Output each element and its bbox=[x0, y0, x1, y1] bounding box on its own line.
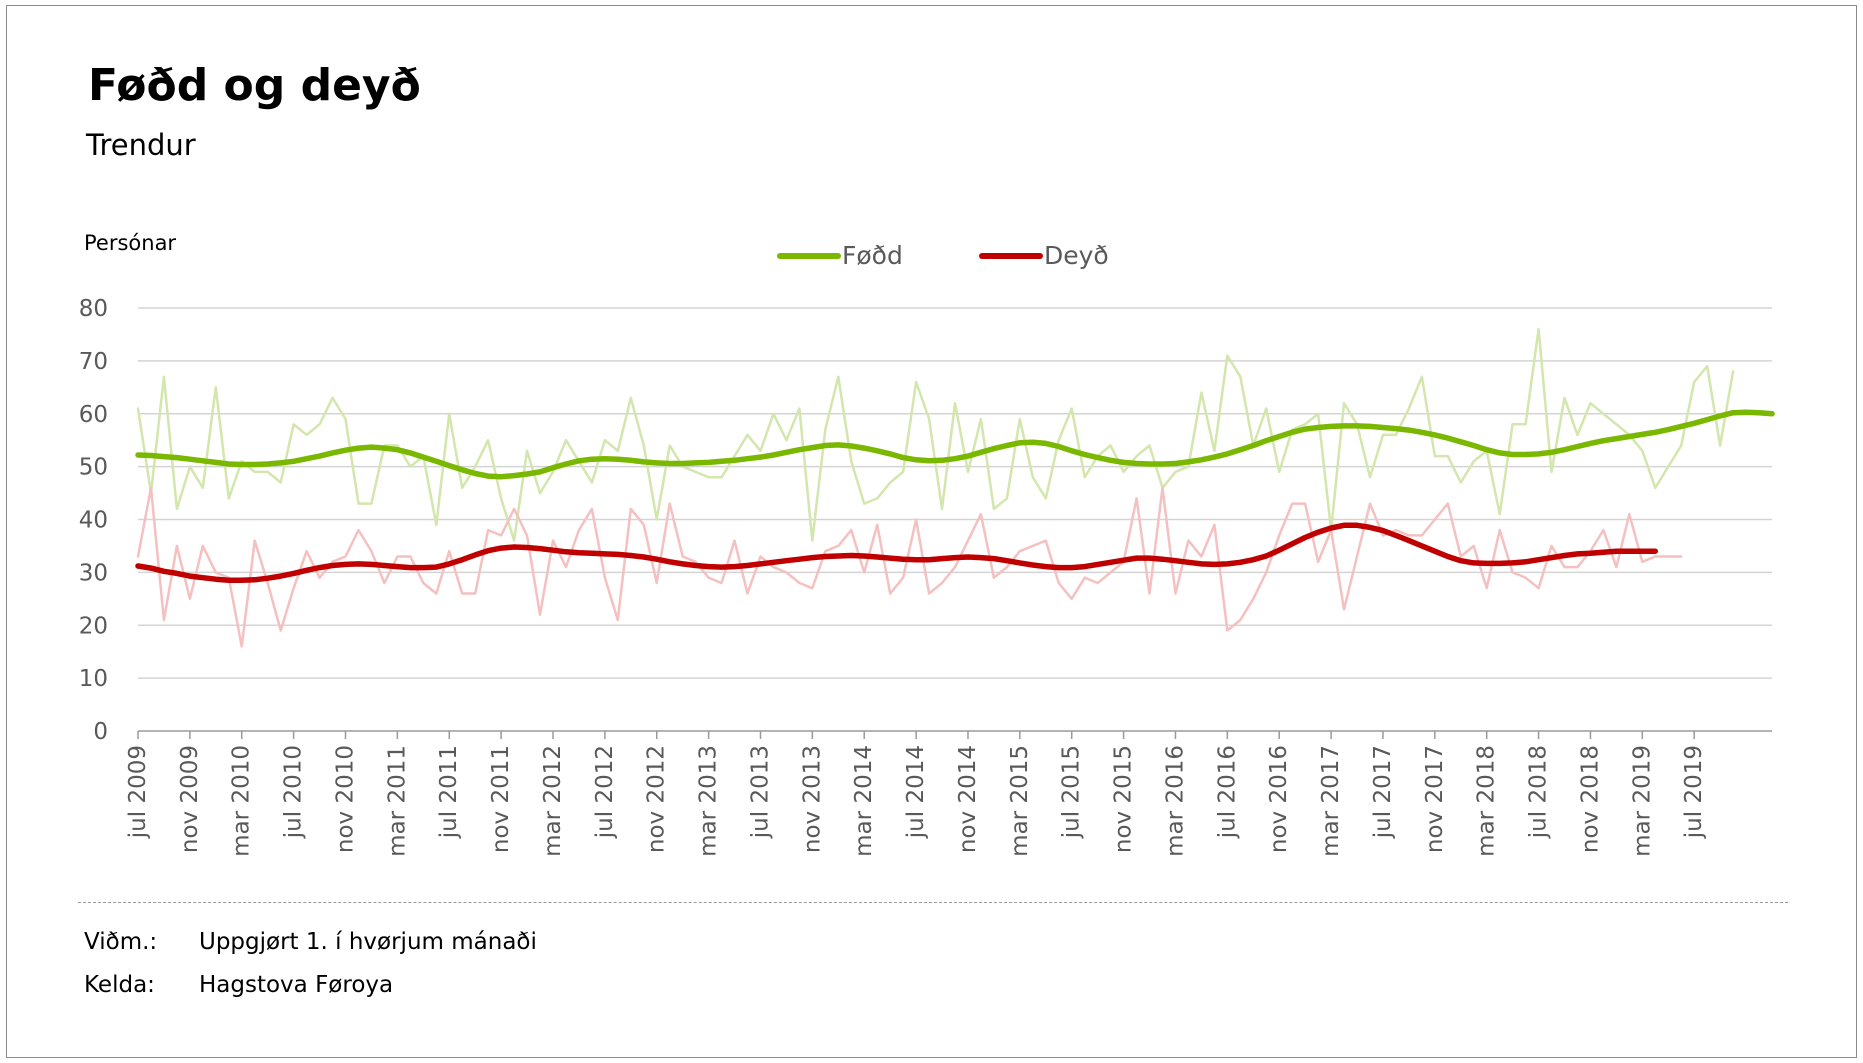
x-tick-label: jul 2015 bbox=[1059, 745, 1085, 839]
x-tick-label: nov 2011 bbox=[488, 745, 514, 853]
x-tick-label: mar 2017 bbox=[1318, 745, 1344, 857]
x-tick-label: mar 2019 bbox=[1629, 745, 1655, 857]
footer-divider bbox=[78, 902, 1788, 903]
y-tick-label: 0 bbox=[93, 719, 108, 745]
x-tick-label: mar 2010 bbox=[229, 745, 255, 857]
x-tick-label: jul 2014 bbox=[903, 745, 929, 839]
x-tick-label: nov 2015 bbox=[1111, 745, 1137, 853]
x-tick-label: mar 2012 bbox=[540, 745, 566, 857]
x-tick-label: nov 2018 bbox=[1577, 745, 1603, 853]
x-tick-label: nov 2010 bbox=[332, 745, 358, 853]
x-tick-label: jul 2017 bbox=[1370, 745, 1396, 839]
born-monthly-line bbox=[136, 327, 1735, 542]
x-tick-label: jul 2013 bbox=[747, 745, 773, 839]
x-tick-label: mar 2011 bbox=[384, 745, 410, 857]
x-tick-label: mar 2016 bbox=[1162, 745, 1188, 857]
y-tick-label: 30 bbox=[79, 560, 108, 586]
note-text: Uppgjørt 1. í hvørjum mánaði bbox=[199, 929, 537, 955]
y-tick-label: 20 bbox=[79, 613, 108, 639]
y-tick-label: 80 bbox=[79, 296, 108, 322]
y-tick-label: 60 bbox=[79, 402, 108, 428]
x-tick-label: nov 2013 bbox=[799, 745, 825, 853]
y-tick-label: 40 bbox=[79, 508, 108, 534]
legend-label-deaths: Deyð bbox=[1044, 241, 1109, 270]
x-tick-label: jul 2019 bbox=[1681, 745, 1707, 839]
page-title: Føðd og deyð bbox=[88, 60, 421, 111]
page-subtitle: Trendur bbox=[86, 128, 196, 162]
x-tick-label: jul 2009 bbox=[125, 745, 151, 839]
y-tick-label: 10 bbox=[79, 666, 108, 692]
y-tick-label: 50 bbox=[79, 455, 108, 481]
x-tick-label: jul 2016 bbox=[1214, 745, 1240, 839]
x-tick-label: mar 2014 bbox=[851, 745, 877, 857]
source-text: Hagstova Føroya bbox=[199, 972, 394, 998]
y-axis-label: Persónar bbox=[84, 231, 176, 255]
x-tick-label: nov 2014 bbox=[955, 745, 981, 853]
x-tick-label: jul 2012 bbox=[592, 745, 618, 839]
born-trend-line bbox=[135, 409, 1775, 480]
x-tick-label: nov 2012 bbox=[644, 745, 670, 853]
source-label: Kelda: bbox=[84, 972, 155, 998]
x-tick-label: mar 2018 bbox=[1474, 745, 1500, 857]
x-tick-label: jul 2011 bbox=[436, 745, 462, 839]
chart-frame bbox=[6, 5, 1857, 1058]
legend-label-born: Føðd bbox=[842, 241, 903, 270]
x-tick-label: mar 2013 bbox=[696, 745, 722, 857]
x-tick-label: nov 2017 bbox=[1422, 745, 1448, 853]
deaths-monthly-line bbox=[136, 486, 1683, 648]
x-tick-label: nov 2016 bbox=[1266, 745, 1292, 853]
x-tick-label: nov 2009 bbox=[177, 745, 203, 853]
note-label: Viðm.: bbox=[84, 929, 158, 955]
x-tick-label: jul 2018 bbox=[1526, 745, 1552, 839]
deaths-trend-line bbox=[135, 522, 1659, 584]
y-tick-label: 70 bbox=[79, 349, 108, 375]
x-tick-label: mar 2015 bbox=[1007, 745, 1033, 857]
x-tick-label: jul 2010 bbox=[281, 745, 307, 839]
